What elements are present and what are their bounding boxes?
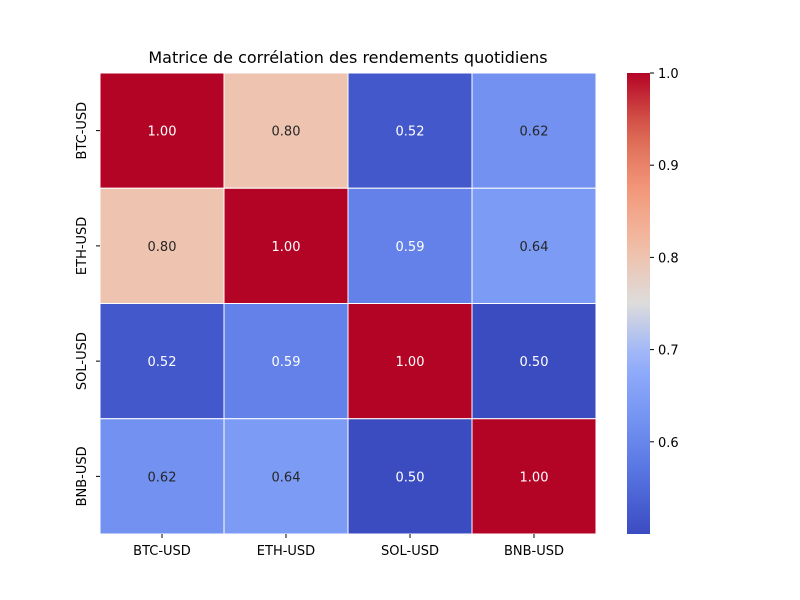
heatmap-cell-sol-usd-eth-usd [223, 303, 349, 420]
heatmap-cell-btc-usd-btc-usd [99, 72, 225, 189]
heatmap-cell-bnb-usd-btc-usd [99, 418, 225, 535]
y-tick-label: BNB-USD [75, 446, 90, 506]
heatmap-cell-eth-usd-bnb-usd [471, 187, 597, 304]
heatmap-cell-btc-usd-sol-usd [347, 72, 473, 189]
cell-value-label: 0.50 [520, 355, 549, 370]
y-axis: BTC-USD ETH-USD SOL-USD BNB-USD [75, 102, 100, 506]
colorbar-tick-label: 0.6 [658, 436, 679, 451]
heatmap-cell-sol-usd-bnb-usd [471, 303, 597, 420]
cell-value-label: 0.52 [148, 355, 177, 370]
cell-value-label: 0.62 [520, 125, 549, 140]
cell-value-label: 0.64 [272, 470, 301, 485]
x-tick-label: ETH-USD [257, 544, 315, 559]
colorbar: 0.6 0.7 0.8 0.9 1.0 [627, 67, 679, 534]
heatmap-cell-eth-usd-eth-usd [223, 187, 349, 304]
cell-value-label: 0.52 [396, 125, 425, 140]
cell-value-label: 0.62 [148, 470, 177, 485]
chart-title: Matrice de corrélation des rendements qu… [148, 48, 547, 67]
heatmap-cell-bnb-usd-sol-usd [347, 418, 473, 535]
y-tick-label: BTC-USD [75, 102, 90, 160]
cell-value-label: 1.00 [396, 355, 425, 370]
x-tick-label: SOL-USD [381, 544, 439, 559]
x-tick-label: BTC-USD [133, 544, 191, 559]
cell-value-label: 0.50 [396, 470, 425, 485]
colorbar-tick-label: 0.8 [658, 251, 679, 266]
colorbar-tick-label: 0.9 [658, 159, 679, 174]
x-tick-label: BNB-USD [504, 544, 564, 559]
heatmap-cell-eth-usd-btc-usd [99, 187, 225, 304]
cell-value-label: 0.59 [396, 240, 425, 255]
cell-value-label: 1.00 [520, 470, 549, 485]
colorbar-gradient [627, 73, 650, 534]
y-tick-label: SOL-USD [75, 332, 90, 390]
y-tick-label: ETH-USD [75, 217, 90, 275]
heatmap-cells [99, 72, 597, 535]
heatmap-cell-btc-usd-bnb-usd [471, 72, 597, 189]
heatmap-cell-labels: 1.00 0.80 0.52 0.62 0.80 1.00 0.59 0.64 0.52 0.59… [148, 125, 549, 486]
heatmap-cell-bnb-usd-bnb-usd [471, 418, 597, 535]
cell-value-label: 0.59 [272, 355, 301, 370]
cell-value-label: 0.64 [520, 240, 549, 255]
x-axis: BTC-USD ETH-USD SOL-USD BNB-USD [133, 534, 564, 559]
heatmap-cell-btc-usd-eth-usd [223, 72, 349, 189]
cell-value-label: 1.00 [148, 125, 177, 140]
colorbar-tick-label: 1.0 [658, 67, 679, 82]
cell-value-label: 0.80 [148, 240, 177, 255]
cell-value-label: 1.00 [272, 240, 301, 255]
heatmap-cell-bnb-usd-eth-usd [223, 418, 349, 535]
cell-value-label: 0.80 [272, 125, 301, 140]
colorbar-tick-label: 0.7 [658, 344, 679, 359]
